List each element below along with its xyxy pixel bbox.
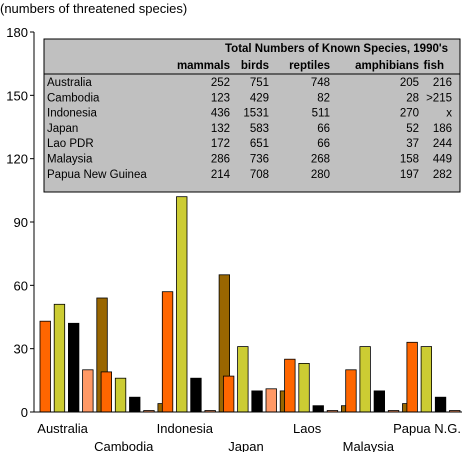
bar-s2-cambodia [114,377,127,413]
inset-cell: 583 [250,123,269,135]
inset-row-name: Indonesia [47,108,97,120]
inset-cell: 252 [211,77,230,89]
bar-s1-japan [222,375,235,413]
inset-cell: 214 [211,169,231,181]
inset-column-header: amphibians [355,60,419,72]
inset-cell: 268 [311,154,330,166]
inset-cell: 28 [406,92,419,104]
inset-table: Total Numbers of Known Species, 1990's ma… [43,38,461,193]
inset-cell: 270 [400,108,419,120]
inset-cell: 66 [317,138,330,150]
inset-cell: 282 [433,169,452,181]
y-tick-label: 150 [6,88,28,103]
bar-s3-indonesia [190,377,202,413]
bar-s4-australia [82,369,94,413]
bar-s1-australia [39,320,51,413]
y-tick-label: 180 [6,25,28,40]
bar-s1-cambodia [100,371,112,413]
y-tick-label: 90 [14,215,28,230]
inset-cell: 82 [317,92,330,104]
inset-table-background [43,38,461,193]
bars-layer [39,196,461,413]
bar-s3-laos [312,405,324,413]
inset-row-name: Lao PDR [47,138,94,150]
inset-row-name: Malaysia [47,154,93,166]
inset-cell: 186 [433,123,452,135]
inset-row-name: Cambodia [47,92,100,104]
inset-cell: 511 [312,108,330,120]
inset-cell: 197 [400,169,419,181]
inset-cell: 708 [250,169,269,181]
inset-cell: 429 [250,92,269,104]
category-label: Malaysia [343,439,395,452]
inset-cell: 1531 [243,108,269,120]
category-label: Cambodia [94,439,154,452]
inset-cell: 736 [250,154,269,166]
bar-s3-cambodia [129,396,141,413]
category-label: Australia [37,421,88,436]
bar-s3-japan [251,390,263,413]
category-label: Japan [228,439,263,452]
inset-cell: 651 [250,138,269,150]
inset-cell: 436 [211,108,230,120]
inset-cell: 748 [311,77,330,89]
inset-cell: 205 [400,77,419,89]
inset-column-header: birds [241,60,269,72]
inset-cell: 66 [317,123,330,135]
bar-s3-papua-n-g- [434,396,447,413]
bar-s3-malaysia [373,390,386,413]
inset-cell: 158 [400,154,419,166]
category-label: Papua N.G. [393,421,461,436]
category-label: Laos [293,421,322,436]
chart-title: (numbers of threatened species) [0,1,187,16]
y-tick-labels: 0 30 60 90 120 150 180 [6,25,34,420]
inset-row-name: Japan [47,123,78,135]
y-tick-label: 120 [6,152,28,167]
inset-cell: 37 [406,138,419,150]
bar-s1-malaysia [345,369,357,413]
inset-cell: 286 [211,154,230,166]
category-label: Indonesia [157,421,214,436]
inset-column-header: reptiles [289,60,330,72]
bar-s2-malaysia [359,346,371,413]
inset-cell: 244 [433,138,453,150]
inset-cell: 449 [433,154,452,166]
inset-cell: 123 [211,92,230,104]
bar-s2-japan [237,346,249,413]
bar-s1-papua-n-g- [406,341,418,413]
inset-row-name: Australia [47,77,92,89]
bar-s1-indonesia [161,291,174,413]
y-tick-label: 30 [14,342,28,357]
bar-s2-australia [53,303,66,413]
bar-s4-japan [265,388,277,413]
inset-row-name: Papua New Guinea [47,169,147,181]
inset-column-header: fish [424,60,444,72]
y-tick-label: 60 [14,278,28,293]
inset-cell: x [446,108,452,120]
y-tick-label: 0 [21,405,28,420]
inset-table-title: Total Numbers of Known Species, 1990's [225,43,448,55]
inset-column-header: mammals [177,60,230,72]
bar-s3-australia [68,322,80,413]
inset-cell: >215 [426,92,452,104]
bar-s2-indonesia [176,196,188,413]
inset-cell: 280 [311,169,330,181]
inset-cell: 52 [406,123,419,135]
bar-s2-laos [298,362,310,413]
inset-cell: 132 [211,123,230,135]
bar-s2-papua-n-g- [420,346,433,413]
inset-cell: 216 [433,77,452,89]
inset-cell: 751 [250,77,269,89]
bar-s1-laos [284,358,296,413]
inset-cell: 172 [211,138,230,150]
